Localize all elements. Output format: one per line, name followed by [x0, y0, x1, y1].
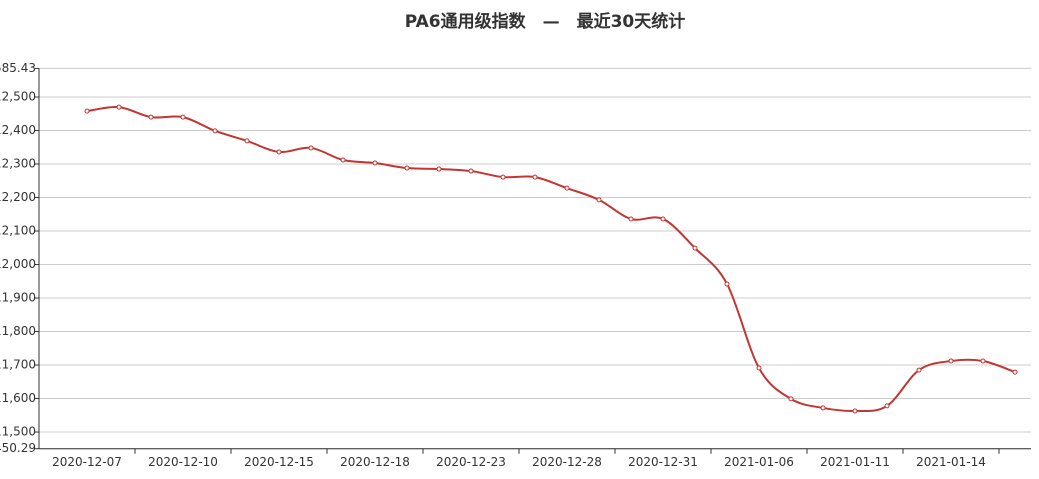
point	[500, 174, 506, 180]
point	[980, 358, 986, 364]
point	[852, 408, 858, 414]
point	[564, 185, 570, 191]
x-tick-label: 2021-01-14	[916, 455, 986, 469]
point	[180, 114, 186, 120]
x-tick-label: 2021-01-06	[724, 455, 794, 469]
point	[1012, 369, 1018, 375]
point	[244, 138, 250, 144]
x-tick-label: 2021-01-11	[820, 455, 890, 469]
point	[308, 145, 314, 151]
point	[820, 405, 826, 411]
y-tick-label: 12,200	[0, 190, 36, 204]
x-tick-label: 2020-12-07	[52, 455, 122, 469]
point	[596, 197, 602, 203]
y-tick-label: 11,700	[0, 358, 36, 372]
x-tick-label: 2020-12-18	[340, 455, 410, 469]
x-tick-label: 2020-12-10	[148, 455, 218, 469]
y-tick-label: 11,600	[0, 391, 36, 405]
point	[340, 157, 346, 163]
chart-title: PA6通用级指数 — 最近30天统计	[405, 11, 686, 32]
y-tick-label: 11,800	[0, 324, 36, 338]
y-tick-label: 12,400	[0, 123, 36, 137]
y-tick-label: 12,000	[0, 257, 36, 271]
y-tick-label: 12,585.43	[0, 61, 36, 75]
point	[116, 104, 122, 110]
point	[788, 396, 794, 402]
point	[724, 281, 730, 287]
point	[884, 403, 890, 409]
point	[756, 365, 762, 371]
point	[916, 367, 922, 373]
point	[628, 216, 634, 222]
y-tick-label: 11,500	[0, 425, 36, 439]
x-tick-label: 2020-12-28	[532, 455, 602, 469]
point	[212, 128, 218, 134]
point	[692, 245, 698, 251]
point	[660, 216, 666, 222]
point	[372, 160, 378, 166]
point	[436, 166, 442, 172]
point	[532, 174, 538, 180]
y-tick-label: 11,450.29	[0, 441, 36, 455]
y-tick-label: 12,500	[0, 90, 36, 104]
point	[404, 165, 410, 171]
x-tick-label: 2020-12-15	[244, 455, 314, 469]
point	[948, 358, 954, 364]
point	[468, 168, 474, 174]
point	[276, 149, 282, 155]
y-tick-label: 11,900	[0, 291, 36, 305]
point	[148, 114, 154, 120]
y-tick-label: 12,100	[0, 224, 36, 238]
y-tick-label: 12,300	[0, 157, 36, 171]
x-tick-label: 2020-12-23	[436, 455, 506, 469]
point	[84, 108, 90, 114]
x-tick-label: 2020-12-31	[628, 455, 698, 469]
